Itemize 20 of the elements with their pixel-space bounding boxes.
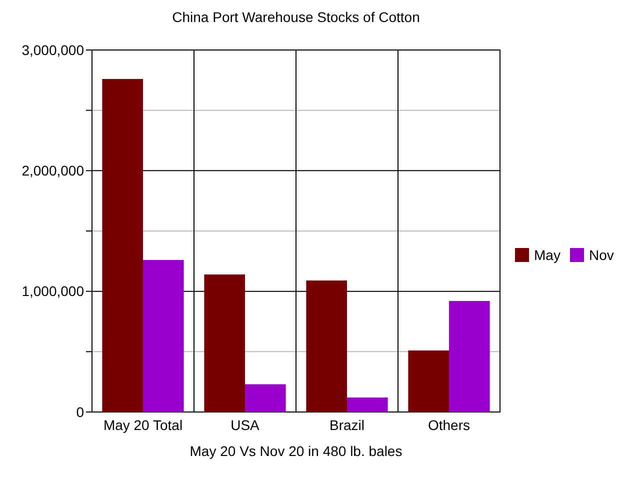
y-tick-label: 0 [76, 404, 84, 420]
bar [408, 350, 449, 412]
bar [245, 384, 286, 412]
x-tick-label: Brazil [329, 417, 365, 433]
chart-title: China Port Warehouse Stocks of Cotton [172, 9, 420, 25]
bar [347, 398, 388, 412]
y-tick-label: 2,000,000 [22, 162, 84, 179]
bar [204, 274, 245, 412]
bar [143, 260, 184, 412]
y-tick-label: 1,000,000 [22, 283, 84, 300]
x-tick-label: USA [230, 417, 260, 433]
legend-label: May [534, 246, 560, 263]
bar [102, 78, 143, 412]
bar [449, 300, 490, 412]
x-tick-label: Others [428, 417, 470, 433]
x-axis-title: May 20 Vs Nov 20 in 480 lb. bales [190, 443, 402, 459]
bar [306, 280, 347, 412]
y-tick-label: 3,000,000 [22, 42, 84, 58]
legend-label: Nov [589, 246, 614, 263]
x-tick-label: May 20 Total [103, 417, 183, 433]
